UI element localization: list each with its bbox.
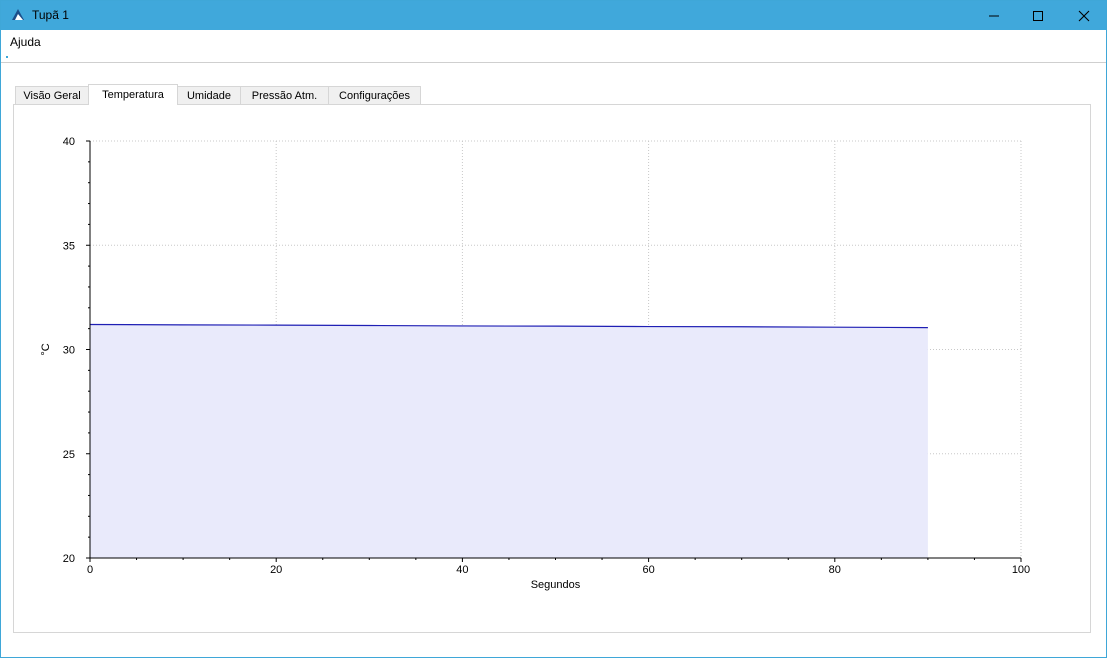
x-tick-label: 0 — [87, 564, 93, 576]
series-line — [89, 323, 928, 329]
tab-label: Visão Geral — [23, 89, 81, 102]
y-tick-label: 30 — [63, 345, 75, 357]
tab-label: Temperatura — [102, 89, 164, 101]
close-button[interactable] — [1061, 1, 1107, 30]
x-tick-label: 40 — [456, 564, 468, 576]
maximize-icon — [1033, 10, 1043, 21]
y-tick-label: 20 — [63, 553, 75, 565]
tab-umidade[interactable]: Umidade — [177, 86, 241, 104]
tab-temperatura[interactable]: Temperatura — [88, 84, 178, 105]
y-tick-label: 40 — [63, 136, 75, 148]
menu-bar: Ajuda — [1, 30, 1106, 63]
menu-item-ajuda[interactable]: Ajuda — [10, 35, 41, 49]
y-tick-label: 35 — [63, 240, 75, 252]
tab-label: Configurações — [339, 89, 410, 102]
series-area-fill — [90, 324, 928, 558]
y-axis-label: °C — [40, 343, 52, 355]
tab-visao-geral[interactable]: Visão Geral — [15, 86, 89, 104]
close-icon — [1078, 10, 1090, 21]
window-title: Tupã 1 — [32, 8, 69, 22]
minimize-button[interactable] — [971, 1, 1017, 30]
title-bar[interactable]: Tupã 1 — [1, 1, 1106, 30]
resize-dot — [6, 56, 8, 58]
y-tick-label: 25 — [63, 449, 75, 461]
maximize-button[interactable] — [1015, 1, 1061, 30]
x-tick-label: 60 — [642, 564, 654, 576]
minimize-icon — [989, 15, 999, 16]
x-tick-label: 20 — [270, 564, 282, 576]
tab-label: Pressão Atm. — [251, 89, 318, 102]
tab-pressao-atm[interactable]: Pressão Atm. — [240, 86, 329, 104]
x-axis-label: Segundos — [531, 579, 581, 591]
app-logo-icon — [12, 9, 24, 20]
tab-label: Umidade — [186, 89, 232, 102]
x-tick-label: 80 — [829, 564, 841, 576]
tab-configuracoes[interactable]: Configurações — [328, 86, 421, 104]
x-tick-label: 100 — [1012, 564, 1030, 576]
